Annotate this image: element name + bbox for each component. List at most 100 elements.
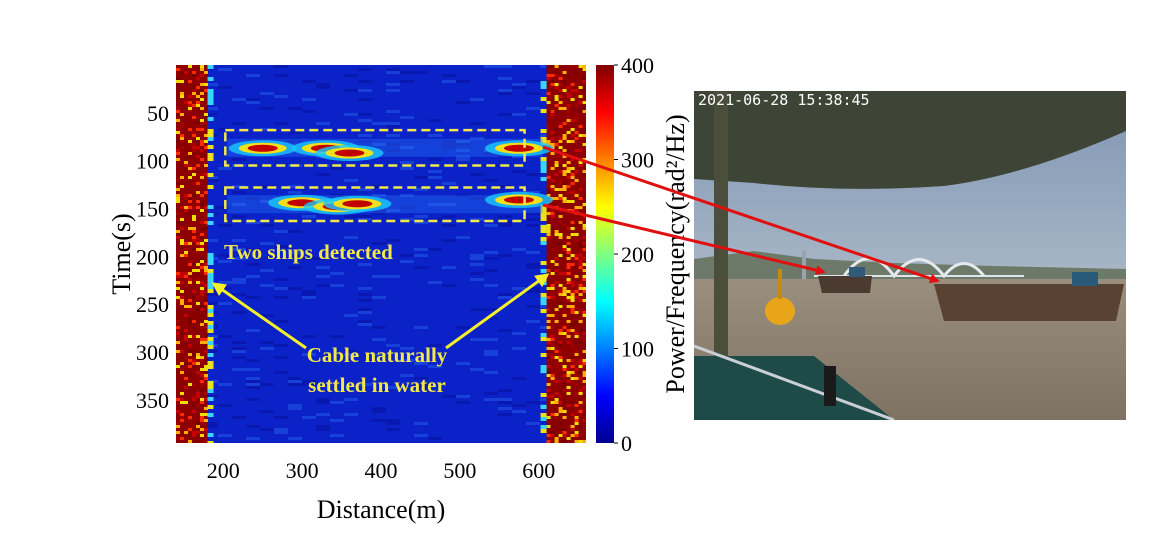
edge-band-cell [554, 173, 559, 176]
noise-cell [526, 266, 540, 269]
edge-band-cell [180, 419, 184, 422]
edge-band-cell [566, 92, 571, 95]
edge-band-cell [192, 389, 196, 392]
edge-band-cell [184, 245, 188, 248]
edge-band-cell [184, 167, 188, 170]
edge-band-cell [558, 359, 563, 362]
edge-band-cell [546, 95, 551, 98]
edge-band-cell [570, 428, 575, 431]
edge-fringe-cell [207, 273, 214, 277]
noise-cell [288, 377, 302, 380]
edge-band-cell [554, 155, 559, 158]
noise-cell [386, 209, 400, 212]
edge-band-cell [562, 80, 567, 83]
edge-band-cell [192, 176, 196, 179]
edge-band-cell [582, 395, 586, 398]
edge-band-cell [184, 248, 188, 251]
colorbar-tick-label: 0 [621, 431, 632, 456]
edge-band-cell [566, 110, 571, 113]
noise-cell [498, 389, 512, 392]
noise-cell [204, 83, 218, 86]
edge-band-cell [188, 434, 192, 437]
edge-band-cell [562, 86, 567, 89]
edge-band-cell [582, 197, 586, 200]
noise-cell [470, 278, 484, 281]
edge-band-cell [558, 254, 563, 257]
edge-band-cell [570, 308, 575, 311]
noise-cell [498, 398, 512, 401]
edge-band-cell [204, 113, 208, 116]
edge-band-cell [176, 140, 180, 143]
noise-cell [372, 242, 386, 245]
edge-band-cell [570, 65, 575, 68]
edge-band-cell [558, 92, 563, 95]
noise-cell [484, 350, 498, 353]
noise-cell [470, 98, 484, 101]
edge-band-cell [200, 122, 204, 125]
edge-band-cell [574, 362, 579, 365]
edge-band-cell [192, 341, 196, 344]
noise-cell [526, 80, 540, 83]
edge-band-cell [180, 218, 184, 221]
edge-band-cell [176, 152, 180, 155]
edge-band-cell [582, 77, 586, 80]
noise-cell [400, 71, 414, 74]
edge-band-cell [578, 116, 583, 119]
edge-band-cell [204, 428, 208, 431]
noise-cell [218, 254, 232, 257]
edge-band-cell [554, 71, 559, 74]
noise-cell [414, 362, 428, 365]
edge-fringe-cell [207, 93, 214, 97]
noise-cell [512, 83, 526, 86]
edge-band-cell [562, 314, 567, 317]
edge-band-cell [574, 275, 579, 278]
edge-band-cell [558, 317, 563, 320]
edge-band-cell [582, 413, 586, 416]
edge-band-cell [204, 191, 208, 194]
noise-cell [442, 395, 456, 398]
noise-cell [246, 296, 260, 299]
edge-fringe-cell [540, 417, 547, 421]
edge-band-cell [574, 320, 579, 323]
edge-band-cell [578, 230, 583, 233]
edge-fringe-cell [540, 97, 547, 101]
edge-band-cell [558, 416, 563, 419]
noise-cell [372, 389, 386, 392]
noise-cell [218, 383, 232, 386]
edge-band-cell [578, 107, 583, 110]
edge-band-cell [558, 107, 563, 110]
noise-cell [344, 353, 358, 356]
edge-band-cell [570, 227, 575, 230]
noise-cell [288, 230, 302, 233]
noise-cell [246, 368, 260, 371]
edge-band-cell [570, 377, 575, 380]
edge-band-cell [558, 170, 563, 173]
noise-cell [204, 422, 218, 425]
edge-band-cell [562, 425, 567, 428]
edge-band-cell [204, 284, 208, 287]
edge-band-cell [204, 146, 208, 149]
noise-cell [260, 185, 274, 188]
edge-band-cell [176, 221, 180, 224]
edge-band-cell [546, 341, 551, 344]
edge-band-cell [200, 65, 204, 68]
noise-cell [512, 248, 526, 251]
hotspot-core [334, 149, 365, 157]
edge-band-cell [188, 200, 192, 203]
edge-band-cell [562, 374, 567, 377]
noise-cell [316, 122, 330, 125]
edge-band-cell [196, 281, 200, 284]
edge-fringe-cell [207, 345, 214, 349]
noise-cell [526, 173, 540, 176]
edge-band-cell [200, 356, 204, 359]
noise-cell [456, 101, 470, 104]
noise-cell [456, 395, 470, 398]
edge-band-cell [554, 398, 559, 401]
edge-band-cell [558, 194, 563, 197]
noise-cell [386, 128, 400, 131]
edge-band-cell [578, 110, 583, 113]
edge-band-cell [566, 248, 571, 251]
edge-band-cell [558, 257, 563, 260]
edge-band-cell [188, 371, 192, 374]
edge-band-cell [180, 122, 184, 125]
